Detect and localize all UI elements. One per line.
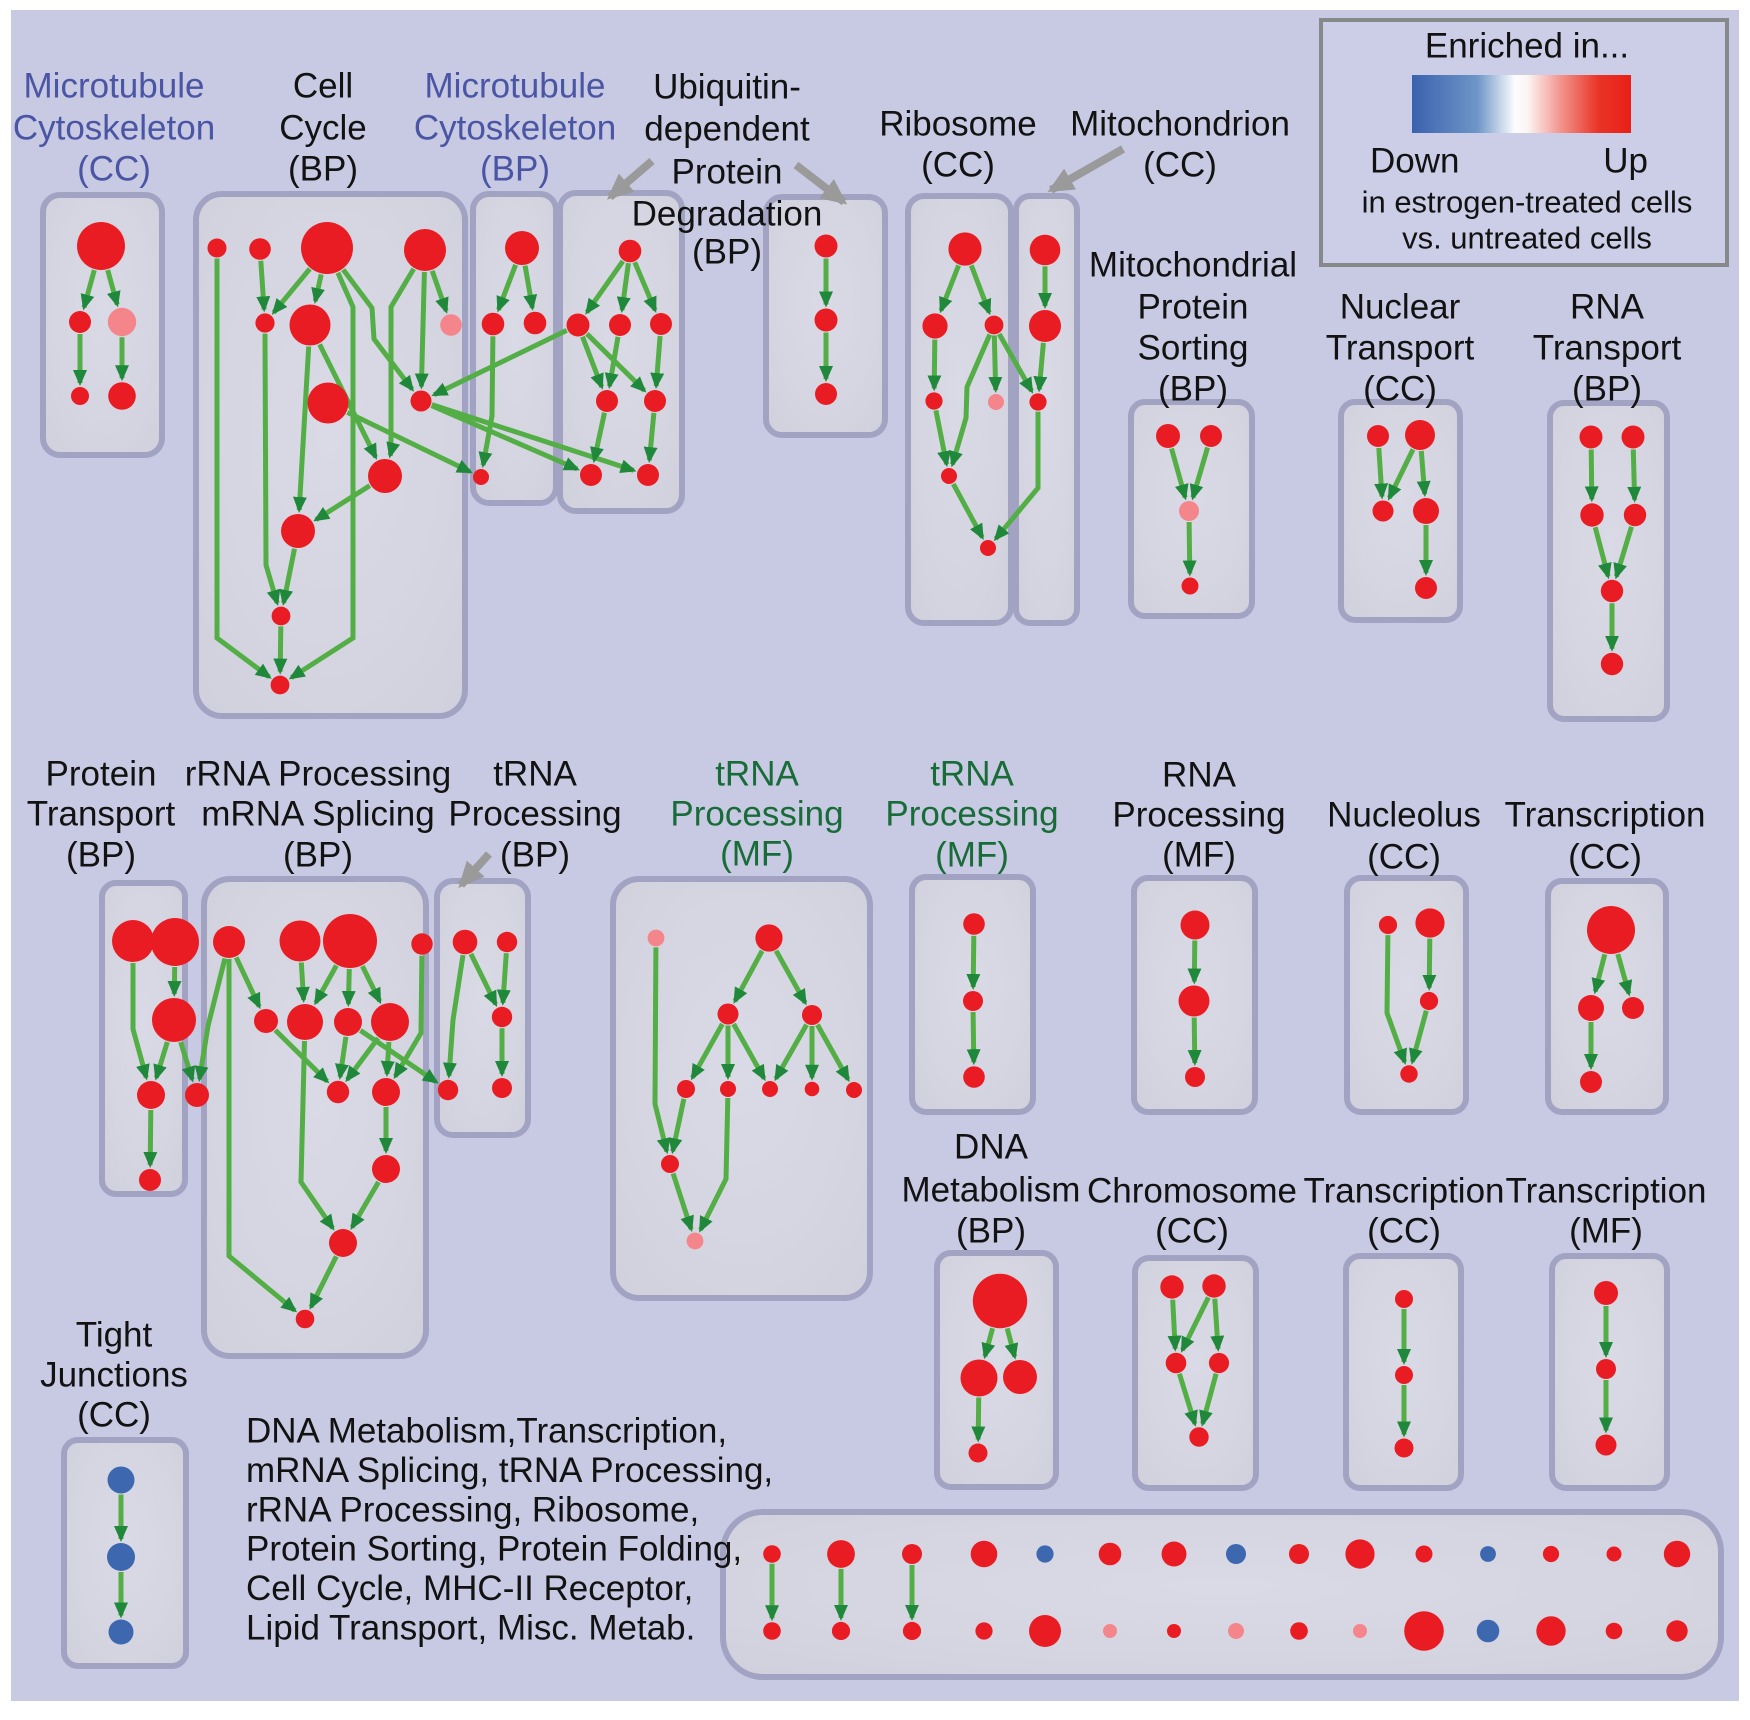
svg-text:(BP): (BP) [480,150,550,189]
svg-text:Mitochondrial: Mitochondrial [1089,246,1297,285]
svg-text:tRNA: tRNA [493,755,577,794]
svg-text:Processing: Processing [670,795,843,834]
svg-text:(BP): (BP) [288,150,358,189]
svg-text:Protein: Protein [1138,288,1249,327]
svg-text:RNA: RNA [1570,288,1645,327]
svg-text:Transport: Transport [27,795,176,834]
svg-text:Cell: Cell [293,67,353,106]
svg-text:(CC): (CC) [77,1396,151,1435]
svg-text:(MF): (MF) [720,835,794,874]
svg-text:tRNA: tRNA [715,755,799,794]
svg-text:Ribosome: Ribosome [879,105,1037,144]
svg-text:Chromosome: Chromosome [1087,1172,1297,1211]
svg-text:(BP): (BP) [283,836,353,875]
svg-text:(CC): (CC) [1367,1212,1441,1251]
svg-text:Microtubule: Microtubule [24,67,205,106]
svg-text:Protein: Protein [672,153,783,192]
svg-text:(CC): (CC) [1367,838,1441,877]
svg-text:DNA Metabolism,Transcription,: DNA Metabolism,Transcription, [246,1412,727,1451]
svg-text:Transport: Transport [1326,329,1475,368]
svg-text:Transcription: Transcription [1304,1172,1505,1211]
svg-text:(CC): (CC) [77,150,151,189]
svg-text:Processing: Processing [448,795,621,834]
svg-text:(MF): (MF) [1569,1212,1643,1251]
svg-text:tRNA: tRNA [930,755,1014,794]
svg-text:mRNA Splicing: mRNA Splicing [201,795,434,834]
svg-text:Cytoskeleton: Cytoskeleton [414,109,616,148]
svg-text:Cycle: Cycle [279,109,367,148]
svg-text:Transport: Transport [1533,329,1682,368]
svg-text:Enriched in...: Enriched in... [1425,27,1629,66]
svg-text:(CC): (CC) [1143,146,1217,185]
svg-text:Lipid Transport, Misc. Metab.: Lipid Transport, Misc. Metab. [246,1609,695,1648]
svg-text:Down: Down [1370,142,1459,181]
svg-text:Mitochondrion: Mitochondrion [1070,105,1290,144]
svg-text:Sorting: Sorting [1138,329,1249,368]
svg-text:Protein: Protein [46,755,157,794]
svg-text:(CC): (CC) [1363,370,1437,409]
svg-text:(CC): (CC) [1155,1212,1229,1251]
svg-text:dependent: dependent [644,110,810,149]
svg-text:Processing: Processing [1112,796,1285,835]
svg-text:DNA: DNA [954,1128,1029,1167]
svg-text:Ubiquitin-: Ubiquitin- [653,68,801,107]
svg-text:Processing: Processing [885,795,1058,834]
svg-text:(BP): (BP) [1572,370,1642,409]
svg-text:Transcription: Transcription [1505,796,1706,835]
svg-text:(CC): (CC) [1568,838,1642,877]
svg-text:(BP): (BP) [66,836,136,875]
svg-text:(BP): (BP) [1158,370,1228,409]
svg-text:RNA: RNA [1162,756,1237,795]
svg-text:Metabolism: Metabolism [902,1171,1081,1210]
svg-text:Nuclear: Nuclear [1340,288,1461,327]
svg-text:(MF): (MF) [935,836,1009,875]
svg-text:in estrogen-treated cells: in estrogen-treated cells [1362,185,1693,220]
svg-text:(MF): (MF) [1162,836,1236,875]
svg-text:(BP): (BP) [692,233,762,272]
svg-text:rRNA Processing, Ribosome,: rRNA Processing, Ribosome, [246,1490,699,1529]
svg-text:Tight: Tight [76,1316,153,1355]
svg-text:(BP): (BP) [500,836,570,875]
svg-text:Microtubule: Microtubule [425,67,606,106]
svg-text:Protein Sorting, Protein Foldi: Protein Sorting, Protein Folding, [246,1530,742,1569]
svg-text:Nucleolus: Nucleolus [1327,796,1481,835]
svg-text:Transcription: Transcription [1506,1172,1707,1211]
svg-text:(CC): (CC) [921,146,995,185]
svg-text:Degradation: Degradation [632,195,823,234]
svg-text:rRNA Processing: rRNA Processing [185,755,451,794]
svg-text:Up: Up [1603,142,1648,181]
svg-text:Cytoskeleton: Cytoskeleton [13,109,215,148]
svg-text:mRNA Splicing, tRNA Processing: mRNA Splicing, tRNA Processing, [246,1451,773,1490]
svg-text:Cell Cycle, MHC-II Receptor,: Cell Cycle, MHC-II Receptor, [246,1569,693,1608]
svg-text:Junctions: Junctions [40,1356,188,1395]
svg-text:(BP): (BP) [956,1212,1026,1251]
svg-text:vs. untreated cells: vs. untreated cells [1402,221,1652,256]
